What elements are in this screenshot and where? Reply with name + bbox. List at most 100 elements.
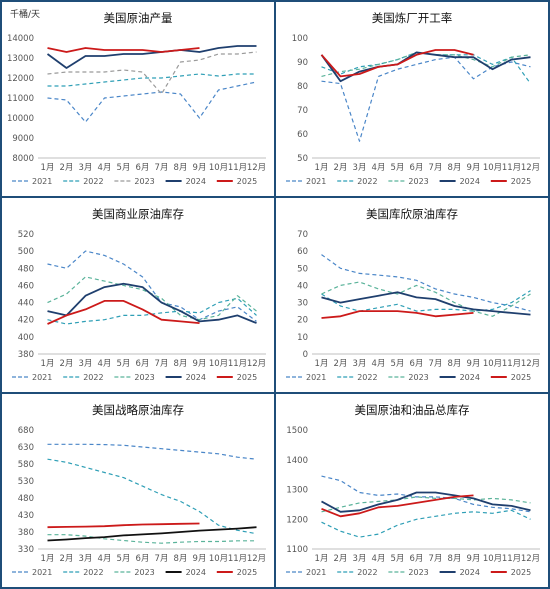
x-tick-label: 8月 bbox=[174, 163, 188, 173]
x-tick-label: 10月 bbox=[209, 163, 228, 173]
x-tick-label: 6月 bbox=[410, 163, 424, 173]
chart-0: 美国原油产量 千桶/天 14000 13000 12000 11000 10000 9000 8… bbox=[7, 8, 266, 186]
x-tick-label: 11月 bbox=[502, 554, 521, 564]
legend-label-2021: 2021 bbox=[306, 568, 326, 577]
y-tick-label: 9000 bbox=[12, 134, 34, 144]
legend-label-2021: 2021 bbox=[306, 177, 326, 186]
legend-label-2024: 2024 bbox=[186, 373, 206, 382]
x-tick-label: 7月 bbox=[155, 163, 169, 173]
x-tick-label: 5月 bbox=[391, 163, 405, 173]
x-tick-label: 10月 bbox=[483, 554, 502, 564]
legend-label-2021: 2021 bbox=[32, 373, 52, 382]
y-unit-label: 千桶/天 bbox=[10, 8, 40, 20]
y-tick-label: 630 bbox=[18, 443, 34, 453]
x-tick-label: 5月 bbox=[391, 359, 405, 369]
series-line-2022 bbox=[321, 290, 531, 312]
series-line-2021 bbox=[321, 475, 531, 513]
x-tick-label: 6月 bbox=[136, 554, 150, 564]
chart-5: 美国原油和油品总库存 1500 1400 1300 1200 1100 1月 2月 3月 4月 5月… bbox=[286, 403, 540, 577]
x-tick-label: 1月 bbox=[315, 359, 329, 369]
x-tick-label: 12月 bbox=[247, 359, 266, 369]
x-tick-label: 9月 bbox=[193, 554, 207, 564]
x-tick-label: 11月 bbox=[228, 359, 247, 369]
x-tick-label: 5月 bbox=[391, 554, 405, 564]
y-tick-label: 60 bbox=[297, 130, 308, 140]
x-tick-label: 3月 bbox=[79, 163, 93, 173]
series-line-2021 bbox=[47, 81, 257, 123]
legend-label-2023: 2023 bbox=[408, 373, 428, 382]
series-line-2025 bbox=[321, 494, 474, 518]
legend-label-2022: 2022 bbox=[357, 568, 377, 577]
x-tick-label: 1月 bbox=[41, 163, 55, 173]
series-line-2024 bbox=[47, 282, 257, 324]
series-line-2024 bbox=[46, 45, 257, 69]
x-tick-label: 11月 bbox=[502, 359, 521, 369]
x-tick-label: 10月 bbox=[483, 163, 502, 173]
chart-title: 美国原油和油品总库存 bbox=[355, 403, 470, 417]
series-line-2021 bbox=[47, 250, 257, 322]
y-tick-label: 10 bbox=[297, 333, 308, 343]
y-tick-label: 50 bbox=[297, 154, 308, 164]
x-tick-label: 8月 bbox=[174, 359, 188, 369]
x-tick-label: 6月 bbox=[136, 163, 150, 173]
y-tick-label: 1300 bbox=[286, 486, 308, 496]
y-tick-label: 330 bbox=[18, 545, 34, 555]
x-tick-label: 1月 bbox=[41, 359, 55, 369]
x-tick-label: 2月 bbox=[60, 359, 74, 369]
x-tick-label: 4月 bbox=[372, 554, 386, 564]
legend-label-2021: 2021 bbox=[32, 568, 52, 577]
series-line-2024 bbox=[47, 526, 257, 542]
x-tick-label: 10月 bbox=[209, 359, 228, 369]
y-tick-label: 50 bbox=[297, 264, 308, 274]
y-tick-label: 1200 bbox=[286, 515, 308, 525]
x-tick-label: 7月 bbox=[429, 163, 443, 173]
y-tick-label: 430 bbox=[18, 511, 34, 521]
y-tick-label: 0 bbox=[303, 350, 308, 360]
legend-label-2024: 2024 bbox=[460, 373, 480, 382]
x-tick-label: 5月 bbox=[117, 359, 131, 369]
y-tick-label: 60 bbox=[297, 247, 308, 257]
x-tick-label: 12月 bbox=[521, 554, 540, 564]
series-line-2021 bbox=[321, 56, 531, 142]
x-tick-label: 7月 bbox=[155, 554, 169, 564]
legend-label-2023: 2023 bbox=[134, 373, 154, 382]
x-tick-label: 8月 bbox=[174, 554, 188, 564]
panel-commercial-crude-stocks: 美国商业原油库存 520 500 480 460 440 420 400 380 1月 2月 3月 4月… bbox=[0, 196, 276, 394]
legend-label-2024: 2024 bbox=[460, 568, 480, 577]
series-line-2022 bbox=[47, 73, 257, 87]
x-tick-label: 3月 bbox=[79, 359, 93, 369]
y-tick-label: 70 bbox=[297, 230, 308, 240]
y-tick-label: 400 bbox=[18, 333, 34, 343]
x-tick-label: 12月 bbox=[247, 163, 266, 173]
x-tick-label: 7月 bbox=[429, 554, 443, 564]
chart-1: 美国炼厂开工率 100 90 80 70 60 50 1月 2月 3月 4月 5月 6月 7月 8月 9月 10… bbox=[286, 11, 540, 186]
legend-label-2021: 2021 bbox=[306, 373, 326, 382]
legend-label-2025: 2025 bbox=[511, 177, 531, 186]
y-tick-label: 580 bbox=[18, 460, 34, 470]
legend-label-2022: 2022 bbox=[83, 177, 103, 186]
y-tick-label: 480 bbox=[18, 264, 34, 274]
x-tick-label: 12月 bbox=[247, 554, 266, 564]
y-tick-label: 1500 bbox=[286, 426, 308, 436]
legend-label-2023: 2023 bbox=[408, 568, 428, 577]
y-tick-label: 100 bbox=[292, 34, 308, 44]
legend-label-2021: 2021 bbox=[32, 177, 52, 186]
y-tick-label: 70 bbox=[297, 106, 308, 116]
x-tick-label: 6月 bbox=[410, 359, 424, 369]
series-line-2022 bbox=[321, 509, 531, 538]
x-tick-label: 4月 bbox=[372, 163, 386, 173]
series-line-2024 bbox=[321, 491, 531, 513]
y-tick-label: 500 bbox=[18, 247, 34, 257]
x-tick-label: 1月 bbox=[315, 163, 329, 173]
x-tick-label: 9月 bbox=[467, 554, 481, 564]
x-tick-label: 6月 bbox=[410, 554, 424, 564]
x-tick-label: 10月 bbox=[209, 554, 228, 564]
x-tick-label: 4月 bbox=[98, 554, 112, 564]
legend-label-2024: 2024 bbox=[186, 568, 206, 577]
legend-label-2023: 2023 bbox=[134, 177, 154, 186]
x-tick-label: 9月 bbox=[193, 359, 207, 369]
x-tick-label: 3月 bbox=[79, 554, 93, 564]
legend-label-2022: 2022 bbox=[357, 373, 377, 382]
y-tick-label: 530 bbox=[18, 477, 34, 487]
series-line-2025 bbox=[47, 522, 200, 529]
